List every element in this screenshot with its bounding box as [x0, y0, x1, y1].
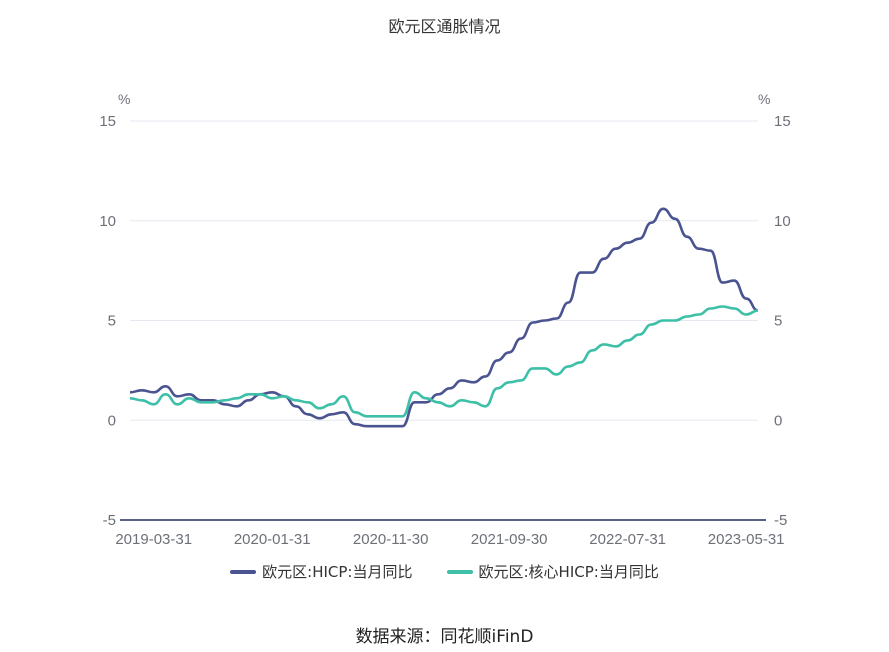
- y-tick-label-right: 15: [774, 113, 791, 130]
- y-tick-label-right: 5: [774, 313, 782, 330]
- y-tick-label-left: 10: [99, 213, 116, 230]
- y-tick-label-left: -5: [103, 512, 116, 529]
- right-unit-label: %: [758, 91, 770, 107]
- x-tick-label: 2019-03-31: [115, 531, 192, 548]
- legend-swatch-core-hicp: [446, 569, 473, 574]
- axes: 15 15 10 10 5 5 0 0 -5 -5 2019-03-31 2020-01-31 2020…: [99, 113, 790, 548]
- series-lines: [129, 207, 759, 428]
- x-tick-label: 2020-11-30: [353, 531, 429, 548]
- y-tick-label-right: -5: [774, 512, 787, 529]
- legend-swatch-hicp: [230, 569, 257, 574]
- x-tick-label: 2023-05-31: [708, 531, 785, 548]
- y-tick-label-right: 0: [774, 412, 782, 429]
- series-line-hicp[interactable]: [129, 207, 759, 428]
- chart-title: 欧元区通胀情况: [388, 17, 501, 36]
- x-tick-label: 2021-09-30: [471, 531, 548, 548]
- legend-label-hicp: 欧元区:HICP:当月同比: [262, 563, 413, 581]
- y-tick-label-left: 5: [108, 313, 116, 330]
- series-line-core-hicp[interactable]: [129, 305, 759, 418]
- x-tick-label: 2020-01-31: [234, 531, 311, 548]
- left-unit-label: %: [118, 91, 130, 107]
- legend-label-core-hicp: 欧元区:核心HICP:当月同比: [478, 563, 659, 581]
- x-tick-label: 2022-07-31: [589, 531, 666, 548]
- y-tick-label-left: 15: [99, 113, 116, 130]
- legend: 欧元区:HICP:当月同比 欧元区:核心HICP:当月同比: [0, 561, 889, 582]
- y-tick-label-left: 0: [108, 412, 116, 429]
- grid-lines: [130, 120, 758, 421]
- legend-item-hicp[interactable]: 欧元区:HICP:当月同比: [230, 561, 413, 582]
- data-source: 数据来源：同花顺iFinD: [355, 627, 534, 647]
- legend-item-core-hicp[interactable]: 欧元区:核心HICP:当月同比: [446, 561, 659, 582]
- y-tick-label-right: 10: [774, 213, 791, 230]
